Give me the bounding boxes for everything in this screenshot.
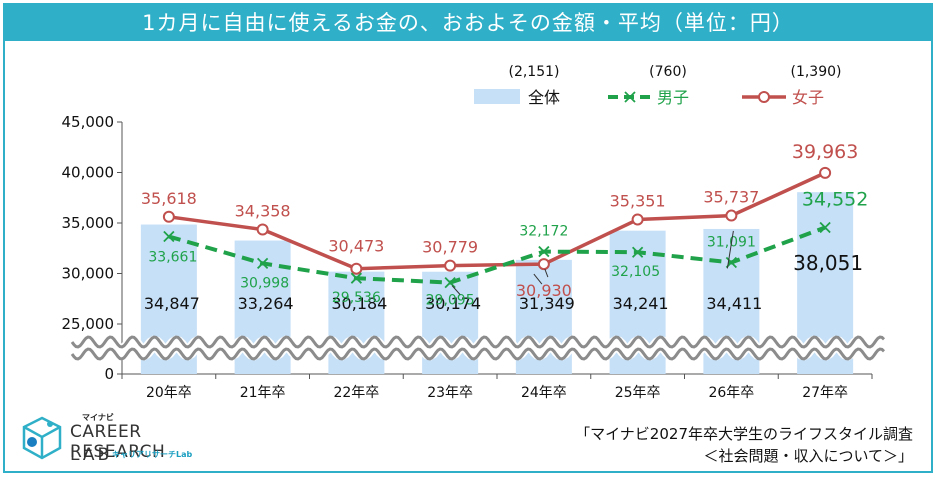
x-tick-label: 26年卒: [708, 385, 754, 401]
female-point: [537, 258, 550, 271]
line-series-female: [168, 171, 826, 271]
y-tick-label: 45,000: [62, 113, 115, 131]
female-point: [444, 259, 457, 272]
legend-swatch-all: [474, 89, 520, 104]
bar-value-label: 34,241: [613, 294, 669, 313]
x-tick-label: 21年卒: [240, 385, 286, 401]
female-point: [162, 210, 175, 223]
male-value-label: 29,536: [332, 290, 381, 306]
male-point: [819, 221, 831, 234]
x-tick-label: 27年卒: [802, 385, 848, 401]
legend-n-all: (2,151): [508, 64, 559, 80]
source-line1: 「マイナビ2027年卒大学生のライフスタイル調査: [575, 425, 913, 443]
female-value-label: 35,618: [141, 189, 197, 208]
chart-title: 1カ月に自由に使えるお金の、おおよその金額・平均（単位：円）: [5, 5, 931, 41]
x-tick-label: 25年卒: [615, 385, 661, 401]
male-value-label: 32,105: [611, 264, 660, 280]
legend-label-all: 全体: [528, 88, 560, 107]
y-tick-label: 35,000: [62, 214, 115, 232]
female-point: [350, 262, 363, 275]
male-point: [256, 257, 269, 270]
legend-label-male: 男子: [657, 88, 689, 107]
male-point: [163, 230, 175, 243]
line-series-male: [168, 225, 826, 285]
legend-n-female: (1,390): [790, 64, 841, 80]
logo-line2: LAB: [70, 445, 113, 465]
x-tick-label: 20年卒: [146, 385, 192, 401]
male-point: [538, 245, 550, 258]
male-value-label: 33,661: [148, 250, 197, 266]
female-point: [725, 209, 738, 222]
female-point: [819, 166, 832, 179]
female-point: [631, 213, 644, 226]
axis-break-band: [66, 335, 889, 361]
legend-n-male: (760): [649, 64, 687, 80]
career-research-lab-logo: マイナビ CAREER RESEARCH LAB キャリアリサーチLab: [20, 412, 230, 468]
male-point: [350, 272, 363, 284]
y-tick-label: 0: [104, 365, 114, 383]
bar-value-label: 34,847: [144, 294, 200, 313]
male-value-label: 34,552: [802, 189, 868, 211]
axis-break-line: [70, 335, 886, 349]
logo-sub: キャリアリサーチLab: [112, 450, 193, 459]
source-note: 「マイナビ2027年卒大学生のライフスタイル調査 ＜社会問題・収入について＞」: [575, 423, 913, 467]
female-value-label: 30,779: [422, 238, 478, 257]
leader-line: [533, 273, 543, 285]
female-value-label: 35,737: [703, 188, 759, 207]
female-value-label: 34,358: [235, 201, 291, 220]
bar-value-label: 34,411: [706, 294, 762, 313]
source-line2: ＜社会問題・収入について＞」: [703, 447, 913, 465]
logo-mynavi: マイナビ: [82, 413, 114, 422]
chart-frame: [3, 3, 933, 473]
female-value-label: 30,930: [516, 281, 572, 300]
x-tick-label: 22年卒: [333, 385, 379, 401]
axis-break-line: [70, 347, 886, 361]
x-tick-label: 24年卒: [521, 385, 567, 401]
y-tick-label: 40,000: [62, 164, 115, 182]
bar-value-label: 30,184: [331, 294, 387, 313]
male-value-label: 29,095: [426, 293, 475, 309]
legend-marker-male: [624, 91, 636, 103]
x-tick-label: 23年卒: [427, 385, 473, 401]
logo-line1: CAREER RESEARCH: [70, 422, 166, 462]
female-value-label: 30,473: [328, 237, 384, 256]
female-value-label: 35,351: [610, 191, 666, 210]
female-point: [256, 223, 269, 236]
leader-line: [544, 268, 549, 278]
male-value-label: 30,998: [240, 275, 289, 291]
bar-value-label: 30,174: [425, 294, 481, 313]
male-point: [631, 246, 644, 258]
bar-value-label: 33,264: [238, 294, 294, 313]
y-tick-label: 25,000: [62, 315, 115, 333]
male-value-label: 32,172: [519, 224, 568, 240]
leader-line: [451, 285, 461, 295]
cube-logo-icon: [22, 416, 62, 460]
legend-label-female: 女子: [792, 88, 824, 107]
y-tick-label: 30,000: [62, 265, 115, 283]
bar-value-label: 31,349: [519, 294, 575, 313]
female-value-label: 39,963: [792, 141, 858, 163]
leader-line: [726, 230, 734, 269]
male-point: [444, 277, 456, 289]
legend-marker-female: [758, 91, 770, 103]
bar-value-label: 38,051: [793, 251, 863, 275]
